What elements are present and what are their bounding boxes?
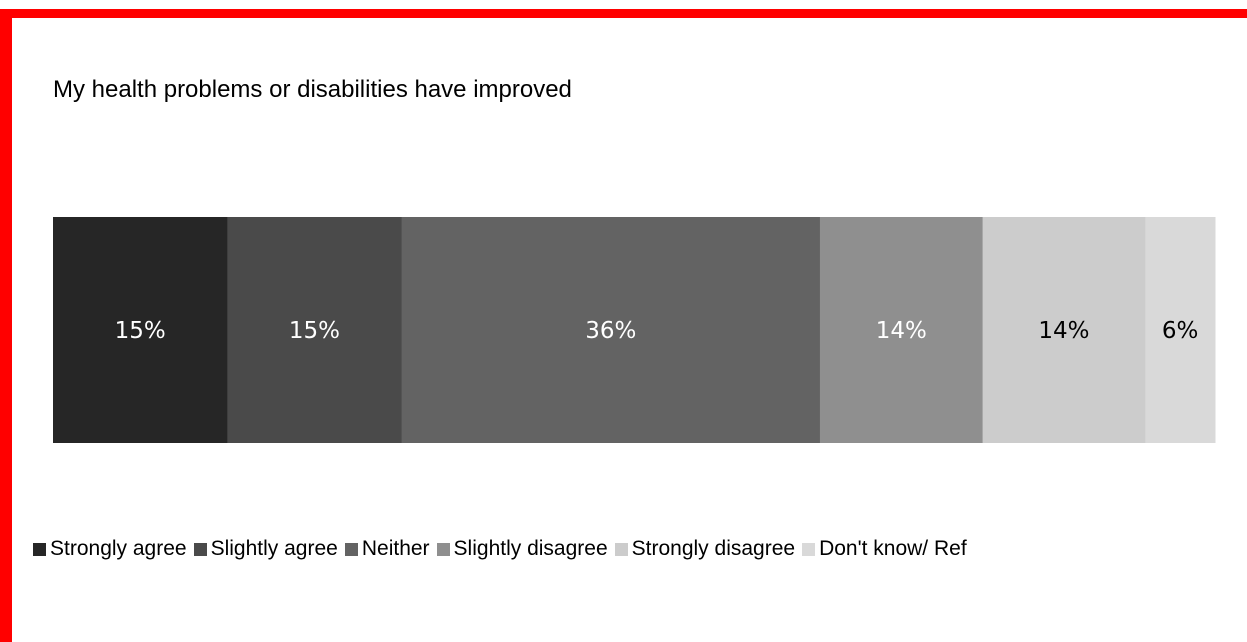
legend-item-don-t-know-ref: Don't know/ Ref <box>802 537 967 561</box>
legend-label: Neither <box>361 537 430 560</box>
bar-segment-neither <box>401 217 821 443</box>
legend-item-slightly-disagree: Slightly disagree <box>436 537 608 561</box>
legend-swatch <box>436 542 450 556</box>
data-label-slightly-disagree: 14% <box>876 318 927 344</box>
legend-item-slightly-agree: Slightly agree <box>193 537 338 561</box>
legend-item-strongly-agree: Strongly agree <box>33 537 187 561</box>
bar-segment-strongly-disagree <box>982 217 1146 443</box>
chart-legend: Strongly agree Slightly agree Neither Sligh… <box>33 537 974 561</box>
data-label-slightly-agree: 15% <box>289 318 340 344</box>
legend-swatch <box>344 542 358 556</box>
legend-swatch <box>614 542 628 556</box>
legend-swatch <box>193 542 207 556</box>
legend-label: Strongly disagree <box>631 537 796 560</box>
chart-title: My health problems or disabilities have … <box>53 76 572 103</box>
legend-item-strongly-disagree: Strongly disagree <box>614 537 796 561</box>
bar-segment-strongly-agree <box>53 217 228 443</box>
legend-label: Slightly disagree <box>453 537 608 560</box>
bar-segment-slightly-agree <box>227 217 403 443</box>
data-label-don-t-know-ref: 6% <box>1162 318 1199 344</box>
legend-swatch <box>802 542 816 556</box>
data-label-strongly-agree: 15% <box>115 318 166 344</box>
frame-left-border <box>0 9 12 642</box>
data-label-strongly-disagree: 14% <box>1038 318 1089 344</box>
legend-label: Slightly agree <box>210 537 338 560</box>
bar-segment-don-t-know-ref <box>1145 217 1216 443</box>
bar-segment-slightly-disagree <box>819 217 984 443</box>
data-label-neither: 36% <box>585 318 636 344</box>
legend-label: Strongly agree <box>50 537 187 560</box>
frame-top-border <box>0 9 1247 18</box>
legend-item-neither: Neither <box>344 537 430 561</box>
legend-swatch <box>33 542 46 556</box>
legend-label: Don't know/ Ref <box>819 537 967 560</box>
